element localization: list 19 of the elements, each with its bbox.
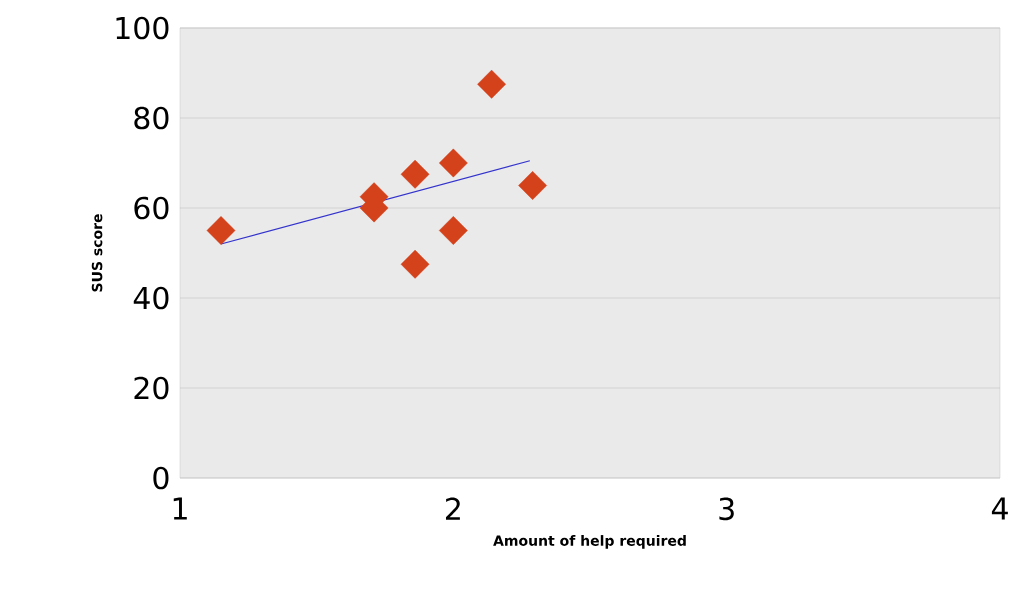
y-axis-title: SUS score [91,214,103,292]
y-tick-label: 40 [133,286,169,310]
point [477,69,506,99]
x-axis-title: Amount of help required [493,535,686,549]
point [438,216,468,245]
point [518,171,547,200]
y-tick-label: 60 [134,196,169,220]
point [438,148,468,178]
x-tick-label: 2 [445,497,460,520]
y-tick-label: 80 [134,106,169,130]
point [400,159,430,189]
x-tick-label: 4 [991,497,1008,520]
x-tick-label: 1 [173,497,187,520]
point [400,249,430,279]
point [206,216,236,245]
y-tick-label: 100 [116,16,169,40]
x-tick-label: 3 [719,497,734,521]
y-tick-label: 20 [134,376,169,400]
y-tick-label: 0 [153,466,169,490]
